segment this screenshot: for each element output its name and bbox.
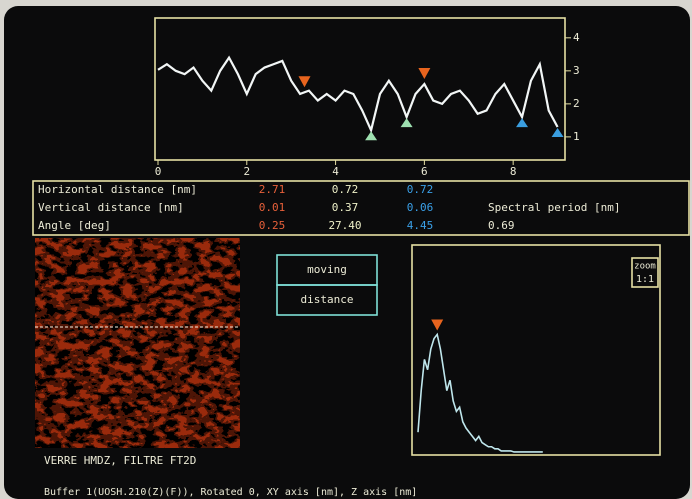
measurement-value: 0.72 [407, 183, 434, 196]
afm-texture [35, 238, 240, 448]
x-tick-label: 0 [155, 165, 162, 178]
x-tick-label: 6 [421, 165, 428, 178]
row-label: Vertical distance [nm] [38, 201, 184, 214]
measurement-value: 4.45 [407, 219, 434, 232]
measurement-value: 0.01 [259, 201, 286, 214]
measurement-value: 0.25 [259, 219, 286, 232]
x-tick-label: 8 [510, 165, 517, 178]
measurement-value: 2.71 [259, 183, 286, 196]
y-tick-label: 2 [573, 97, 580, 110]
y-tick-label: 4 [573, 31, 580, 44]
image-caption: VERRE HMDZ, FILTRE FT2D [44, 454, 196, 467]
x-tick-label: 4 [332, 165, 339, 178]
y-tick-label: 1 [573, 130, 580, 143]
button-label: moving [307, 263, 347, 276]
footer: Buffer 1(UOSH.210(Z)(F)), Rotated 0, XY … [44, 487, 417, 498]
measurement-value: 0.72 [332, 183, 359, 196]
measurement-value: 27.40 [328, 219, 361, 232]
measurement-value: 0.37 [332, 201, 359, 214]
screen: zoom 1:1 moving distance VERRE HMDZ, FIL… [0, 0, 692, 499]
row-label: Horizontal distance [nm] [38, 183, 197, 196]
x-tick-label: 2 [243, 165, 250, 178]
zoom-label: zoom [634, 262, 656, 272]
y-tick-label: 3 [573, 64, 580, 77]
row-label: Angle [deg] [38, 219, 111, 232]
zoom-value: 1:1 [636, 274, 654, 285]
spectral-label: Spectral period [nm] [488, 201, 620, 214]
spectral-value: 0.69 [488, 219, 515, 232]
measurement-value: 0.06 [407, 201, 434, 214]
button-label: distance [301, 293, 354, 306]
